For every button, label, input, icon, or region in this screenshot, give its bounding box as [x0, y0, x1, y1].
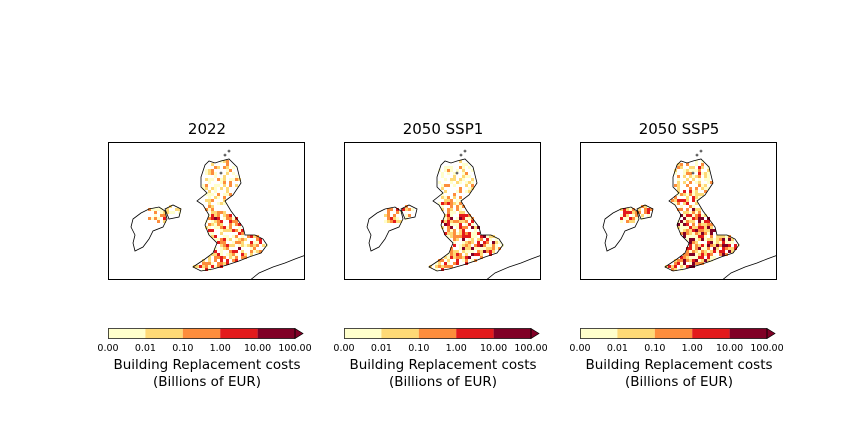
map-frame — [580, 142, 777, 280]
ireland-coastline — [130, 206, 168, 252]
france-coastline — [250, 255, 304, 279]
colorbar-segment — [182, 328, 221, 339]
map-frame — [344, 142, 541, 280]
island-outline — [463, 149, 467, 153]
colorbar-segment — [220, 328, 258, 339]
colorbar-segment — [418, 328, 457, 339]
france-coastline — [722, 255, 776, 279]
colorbar-segment — [729, 328, 767, 339]
colorbar-segment — [108, 328, 146, 339]
colorbar-tick-label: 0.01 — [370, 343, 392, 354]
choropleth-map — [130, 149, 304, 279]
ni-coastline — [636, 204, 654, 220]
colorbar-tick-label: 10.00 — [479, 343, 508, 354]
island-outline — [459, 153, 463, 157]
colorbar — [108, 328, 304, 339]
colorbar-label: Building Replacement costs (Billions of E… — [559, 357, 799, 391]
colorbar-tick-label: 0.00 — [569, 343, 591, 354]
colorbar-tick-label: 0.01 — [134, 343, 156, 354]
ireland-coastline — [366, 206, 404, 252]
colorbar-label-line2: (Billions of EUR) — [152, 374, 262, 390]
colorbar-label-line1: Building Replacement costs — [113, 357, 301, 373]
colorbar-tick-label: 0.10 — [644, 343, 666, 354]
panel-title: 2050 SSP5 — [638, 120, 720, 138]
colorbar — [344, 328, 540, 339]
france-coastline — [486, 255, 540, 279]
colorbar-segment — [456, 328, 494, 339]
colorbar-tick-label: 0.10 — [408, 343, 430, 354]
colorbar-segment — [344, 328, 382, 339]
colorbar-tick-label: 0.00 — [333, 343, 355, 354]
grid-cells — [148, 160, 268, 271]
colorbar-segment — [381, 328, 419, 339]
colorbar-label-line1: Building Replacement costs — [585, 357, 773, 373]
colorbar-label: Building Replacement costs (Billions of E… — [87, 357, 327, 391]
colorbar-tick-label: 0.00 — [97, 343, 119, 354]
colorbar-tick-label: 1.00 — [681, 343, 703, 354]
colorbar-label: Building Replacement costs (Billions of E… — [323, 357, 563, 391]
island-outline — [691, 171, 695, 175]
colorbar-segment — [493, 328, 531, 339]
choropleth-map — [366, 149, 540, 279]
island-outline — [695, 153, 699, 157]
colorbar-segment — [692, 328, 730, 339]
gb-coastline — [428, 158, 504, 272]
ni-coastline — [400, 204, 418, 220]
panel-title: 2022 — [187, 120, 227, 138]
colorbar-tick-label: 10.00 — [243, 343, 272, 354]
colorbar-tick-label: 1.00 — [445, 343, 467, 354]
colorbar — [580, 328, 776, 339]
island-outline — [227, 149, 231, 153]
colorbar-tick-label: 0.01 — [606, 343, 628, 354]
colorbar-tick-label: 0.10 — [172, 343, 194, 354]
colorbar-label-line2: (Billions of EUR) — [388, 374, 498, 390]
colorbar-extend-arrow — [530, 328, 540, 339]
colorbar-segment — [257, 328, 295, 339]
island-outline — [219, 171, 223, 175]
gb-coastline — [664, 158, 740, 272]
ireland-coastline — [602, 206, 640, 252]
panel-title: 2050 SSP1 — [402, 120, 484, 138]
colorbar-segment — [654, 328, 693, 339]
colorbar-segment — [580, 328, 618, 339]
choropleth-map — [602, 149, 776, 279]
colorbar-extend-arrow — [766, 328, 776, 339]
island-outline — [699, 149, 703, 153]
colorbar-tick-label: 100.00 — [750, 343, 784, 354]
colorbar-tick-label: 10.00 — [715, 343, 744, 354]
ni-coastline — [164, 204, 182, 220]
colorbar-tick-label: 100.00 — [278, 343, 312, 354]
colorbar-extend-arrow — [294, 328, 304, 339]
map-frame — [108, 142, 305, 280]
island-outline — [455, 171, 459, 175]
island-outline — [223, 153, 227, 157]
colorbar-segment — [145, 328, 183, 339]
colorbar-label-line1: Building Replacement costs — [349, 357, 537, 373]
grid-cells — [620, 160, 740, 271]
gb-coastline — [192, 158, 268, 272]
grid-cells — [384, 160, 504, 271]
colorbar-tick-label: 100.00 — [514, 343, 548, 354]
colorbar-label-line2: (Billions of EUR) — [624, 374, 734, 390]
colorbar-segment — [617, 328, 655, 339]
colorbar-tick-label: 1.00 — [209, 343, 231, 354]
